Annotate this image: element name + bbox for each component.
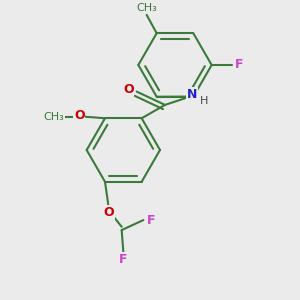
Text: F: F (119, 253, 128, 266)
Text: F: F (146, 214, 155, 226)
Text: CH₃: CH₃ (136, 3, 157, 13)
Text: O: O (104, 206, 114, 219)
Text: CH₃: CH₃ (44, 112, 64, 122)
Text: H: H (200, 96, 208, 106)
Text: O: O (123, 83, 134, 96)
Text: O: O (74, 109, 85, 122)
Text: F: F (235, 58, 243, 71)
Text: N: N (187, 88, 197, 101)
